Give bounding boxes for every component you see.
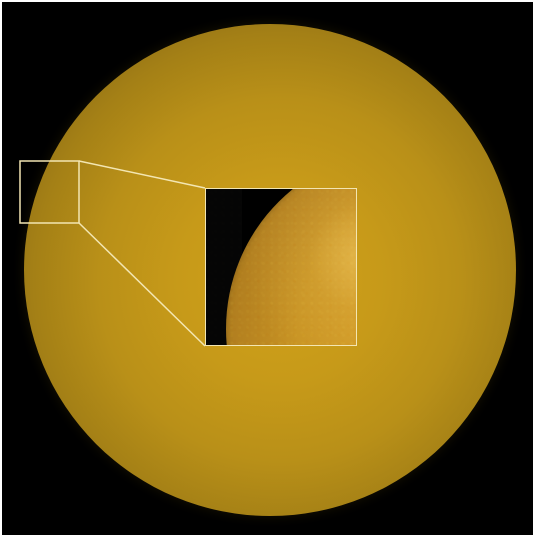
magnified-inset — [205, 188, 357, 346]
inset-surface-texture — [206, 189, 356, 345]
inset-content — [206, 189, 356, 345]
